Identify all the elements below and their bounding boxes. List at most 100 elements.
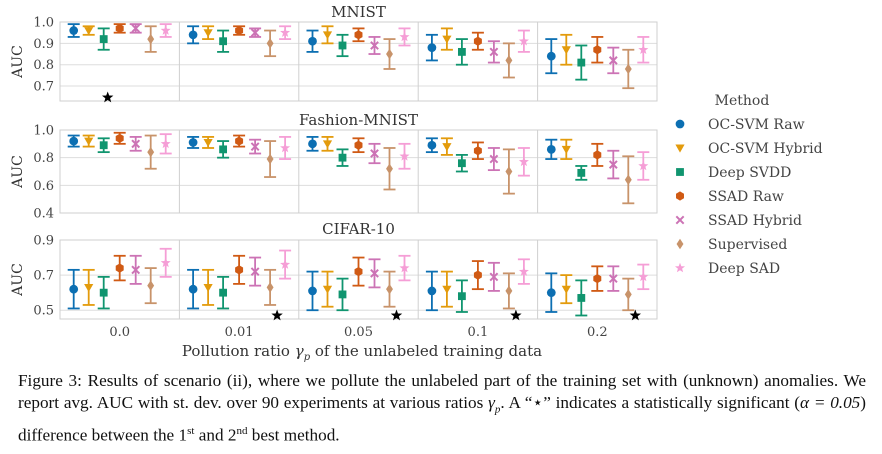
panel-1: 0.4 0.6 0.8 1.0 Fashion-MNIST AUC [10,111,658,222]
errorbar [306,29,319,53]
data-point [638,160,649,171]
errorbar [159,23,172,38]
errorbar [368,142,381,165]
data-point [280,259,291,269]
errorbar [517,258,530,285]
legend-marker [676,168,684,176]
errorbar [607,265,620,292]
significance-star [390,309,403,321]
data-point [338,290,347,299]
errorbar [97,275,110,310]
data-point [370,41,379,50]
data-point [624,289,632,300]
errorbar [398,254,411,282]
errorbar [321,136,334,152]
data-point [99,288,108,297]
data-point [115,133,124,143]
errorbar [306,136,319,152]
errorbar [560,33,573,66]
data-point [505,285,513,297]
data-point [188,284,198,294]
data-point [561,285,571,294]
data-point [505,55,513,66]
errorbar [249,27,262,38]
errorbar [591,142,604,167]
data-point [84,283,94,292]
data-point [457,159,466,168]
legend-label: Supervised [708,237,787,253]
data-point [518,35,529,46]
legend-item: SSAD Hybrid [675,213,802,229]
data-point [131,24,141,33]
errorbar [471,31,484,51]
data-point [203,139,213,148]
errorbar [82,134,95,148]
data-point [69,284,79,294]
data-point [386,48,393,60]
data-point [219,37,228,46]
errorbar [591,265,604,292]
y-axis-label: AUC [10,263,26,297]
errorbar [591,36,604,64]
data-point [593,274,602,284]
data-point [457,47,466,56]
data-point [147,280,155,291]
data-point [546,288,556,298]
data-point [399,262,410,273]
data-point [399,150,410,161]
data-point [370,268,379,278]
y-tick-label: 0.9 [33,234,54,249]
legend-label: SSAD Raw [708,189,784,205]
data-point [608,160,618,169]
errorbar [517,147,530,177]
data-point [69,136,79,146]
errorbar [233,134,246,148]
errorbar [82,268,95,306]
errorbar [217,29,230,53]
errorbar [352,137,365,154]
data-point [577,294,586,302]
errorbar [144,267,157,305]
legend-item: OC-SVM Hybrid [675,141,823,157]
errorbar [622,277,635,312]
errorbar [336,148,349,167]
errorbar [637,151,650,181]
errorbar [425,270,438,312]
errorbar [321,270,334,308]
data-point [266,38,274,49]
data-point [457,292,466,301]
errorbar [249,256,262,287]
errorbar [455,279,468,313]
data-point [593,150,602,160]
errorbar [202,136,215,149]
figure-chart: 0.7 0.8 0.9 1.0 MNIST AUC 0.4 0.6 0.8 1.0 Fashion-… [10,3,823,363]
data-point [386,163,393,175]
errorbar [144,134,157,170]
errorbar [517,29,530,53]
data-point [399,31,410,42]
errorbar [129,23,142,34]
data-point [577,168,586,177]
data-point [427,140,437,150]
y-tick-label: 0.6 [33,179,54,194]
data-point [160,257,171,268]
x-tick-label: 0.01 [225,325,254,340]
significance-star [629,309,642,321]
data-point [442,285,452,294]
errorbar [455,153,468,173]
errorbar [487,40,500,64]
errorbar [187,268,200,310]
legend-label: Deep SAD [708,261,780,277]
x-tick-label: 0.0 [109,325,130,340]
errorbar [67,268,80,310]
errorbar [368,258,381,289]
errorbar [398,27,411,47]
data-point [219,145,228,154]
errorbar [545,272,558,313]
legend-item: OC-SVM Raw [675,117,805,133]
data-point [250,28,260,38]
errorbar [455,38,468,66]
errorbar [67,23,80,38]
errorbar [202,25,215,40]
legend-marker [676,238,684,250]
